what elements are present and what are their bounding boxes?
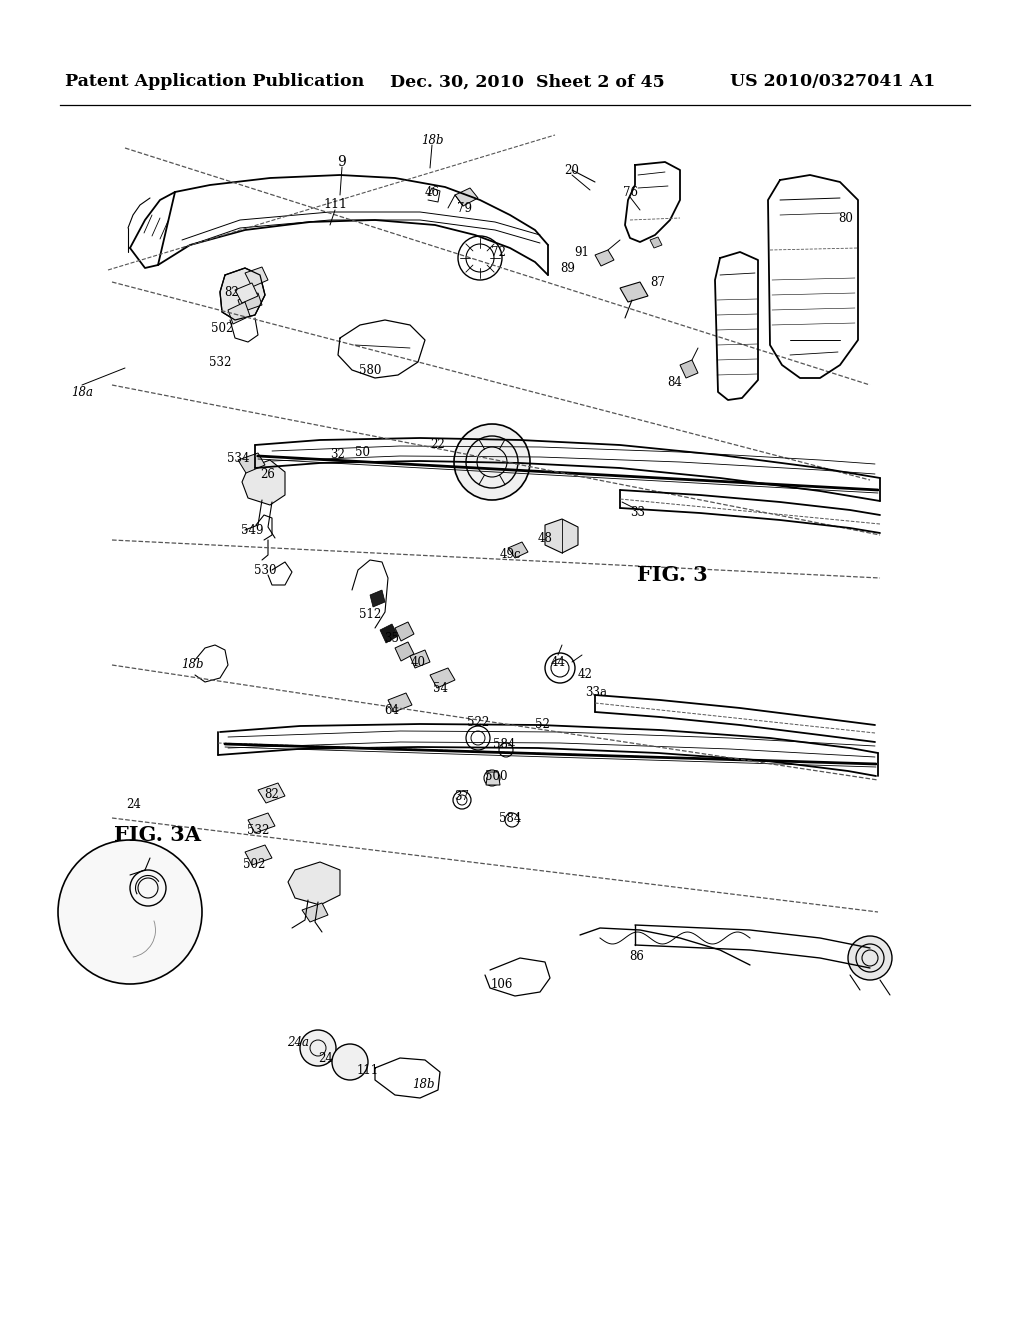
Text: 106: 106 [490,978,513,991]
Text: 86: 86 [630,950,644,964]
Text: 54: 54 [432,681,447,694]
Text: 532: 532 [209,355,231,368]
Text: 24: 24 [127,799,141,812]
Text: 549: 549 [241,524,263,536]
Text: 76: 76 [623,186,638,198]
Polygon shape [288,862,340,906]
Text: 52: 52 [535,718,550,731]
Text: 111: 111 [323,198,347,211]
Circle shape [848,936,892,979]
Polygon shape [370,590,385,607]
Text: 111: 111 [357,1064,379,1077]
Text: 50: 50 [354,446,370,458]
Text: 87: 87 [650,276,666,289]
Text: FIG. 3A: FIG. 3A [115,825,202,845]
Text: 35: 35 [384,631,399,644]
Text: 522: 522 [467,715,489,729]
Polygon shape [220,268,265,319]
Text: 26: 26 [260,469,275,482]
Text: 532: 532 [247,824,269,837]
Polygon shape [248,813,275,833]
Text: 534: 534 [226,451,249,465]
Polygon shape [430,668,455,688]
Circle shape [332,1044,368,1080]
Text: 32: 32 [331,449,345,462]
Polygon shape [258,783,285,803]
Text: 9: 9 [338,154,346,169]
Text: 22: 22 [431,438,445,451]
Text: 64: 64 [384,704,399,717]
Circle shape [58,840,202,983]
Polygon shape [455,187,478,206]
Text: 24a: 24a [287,1036,309,1049]
Polygon shape [486,772,500,785]
Polygon shape [508,543,528,558]
Polygon shape [238,453,265,473]
Polygon shape [395,622,414,642]
Text: Patent Application Publication: Patent Application Publication [65,74,365,91]
Polygon shape [245,267,268,286]
Polygon shape [238,293,262,312]
Text: 33: 33 [631,506,645,519]
Text: 18b: 18b [412,1078,434,1092]
Polygon shape [234,282,258,304]
Text: 46: 46 [425,186,439,199]
Polygon shape [595,249,614,267]
Text: 40: 40 [411,656,426,669]
Polygon shape [242,459,285,506]
Text: FIG. 3: FIG. 3 [637,565,708,585]
Text: 18b: 18b [421,133,443,147]
Polygon shape [680,360,698,378]
Polygon shape [545,519,578,553]
Text: 82: 82 [264,788,280,801]
Text: 584: 584 [499,812,521,825]
Text: 33a: 33a [585,686,607,700]
Text: 44: 44 [551,656,565,668]
Polygon shape [650,238,662,248]
Circle shape [300,1030,336,1067]
Polygon shape [380,624,398,643]
Text: 502: 502 [211,322,233,334]
Text: 37: 37 [455,789,469,803]
Text: 18a: 18a [71,385,93,399]
Text: 80: 80 [839,211,853,224]
Text: 79: 79 [457,202,471,214]
Text: US 2010/0327041 A1: US 2010/0327041 A1 [730,74,935,91]
Text: 82: 82 [224,286,240,300]
Text: 49c: 49c [499,549,521,561]
Text: 48: 48 [538,532,552,544]
Polygon shape [410,649,430,668]
Polygon shape [388,693,412,711]
Circle shape [454,424,530,500]
Text: 72: 72 [490,246,506,259]
Polygon shape [395,642,414,661]
Polygon shape [620,282,648,302]
Polygon shape [245,845,272,865]
Text: 500: 500 [484,770,507,783]
Text: 42: 42 [578,668,593,681]
Polygon shape [228,302,250,323]
Text: 89: 89 [560,261,575,275]
Polygon shape [302,903,328,921]
Text: Dec. 30, 2010  Sheet 2 of 45: Dec. 30, 2010 Sheet 2 of 45 [390,74,665,91]
Text: 18b: 18b [181,659,203,672]
Text: 91: 91 [574,246,590,259]
Text: 24: 24 [318,1052,334,1064]
Text: 20: 20 [564,164,580,177]
Text: 84: 84 [668,375,682,388]
Text: 530: 530 [254,564,276,577]
Text: 512: 512 [358,609,381,622]
Text: 580: 580 [358,363,381,376]
Text: 502: 502 [243,858,265,871]
Text: 584: 584 [493,738,515,751]
